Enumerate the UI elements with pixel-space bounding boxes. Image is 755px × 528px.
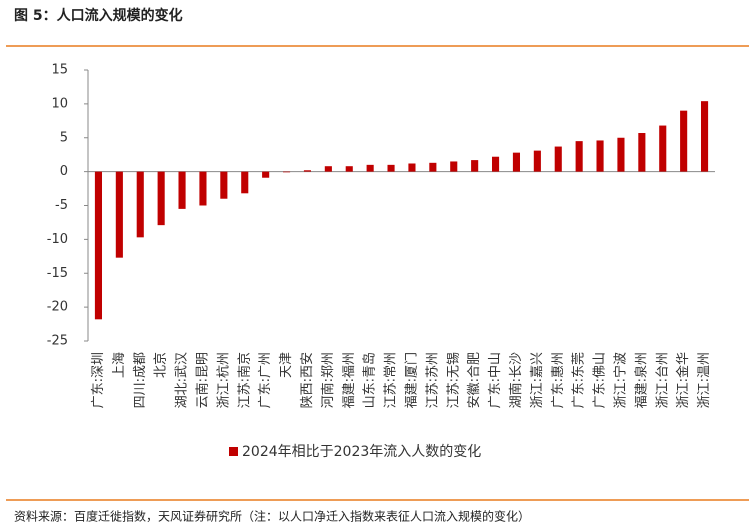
y-tick-label: 5	[60, 130, 68, 145]
x-tick-label: 上海	[112, 352, 127, 378]
x-tick-label: 河南:郑州	[320, 352, 336, 408]
x-tick-label: 湖南:长沙	[508, 352, 524, 408]
bar	[199, 171, 207, 206]
bar	[512, 152, 521, 172]
bar	[136, 171, 144, 238]
y-tick-label: -5	[55, 198, 68, 213]
bar	[554, 146, 562, 172]
legend-swatch	[229, 447, 238, 456]
x-tick-label: 广东:佛山	[593, 352, 608, 408]
x-tick-label: 浙江:台州	[655, 352, 670, 408]
x-tick-label: 福建:厦门	[404, 352, 419, 408]
bar	[282, 171, 291, 173]
bar	[596, 140, 604, 172]
bar	[303, 170, 312, 172]
y-tick-label: -10	[47, 232, 68, 247]
bar	[241, 171, 249, 194]
legend-label: 2024年相比于2023年流入人数的变化	[242, 444, 481, 460]
bar	[638, 133, 646, 172]
x-tick-label: 山东:青岛	[362, 352, 378, 408]
x-tick-label: 江苏:苏州	[424, 352, 440, 408]
x-tick-label: 浙江:金华	[675, 352, 691, 408]
bar	[324, 166, 332, 172]
x-tick-label: 浙江:宁波	[612, 352, 628, 408]
bar	[220, 171, 228, 199]
x-tick-label: 安徽:合肥	[467, 352, 482, 408]
bar	[178, 171, 186, 209]
x-tick-label: 广东:深圳	[91, 352, 106, 408]
x-tick-label: 浙江:嘉兴	[530, 352, 545, 408]
x-tick-label: 天津	[279, 352, 294, 378]
y-tick-label: -20	[47, 300, 68, 315]
x-tick-label: 江苏:常州	[383, 352, 399, 408]
y-tick-label: -15	[47, 266, 68, 281]
x-tick-label: 福建:泉州	[633, 352, 649, 408]
bar	[262, 171, 270, 178]
bar	[680, 110, 688, 172]
bar	[429, 162, 437, 172]
x-tick-label: 湖北:武汉	[175, 352, 190, 408]
x-tick-label: 云南:昆明	[194, 352, 210, 408]
x-tick-label: 江苏:无锡	[445, 352, 461, 408]
bar	[94, 171, 103, 320]
y-tick-label: 0	[60, 164, 68, 179]
bar	[700, 101, 709, 172]
x-tick-label: 广东:广州	[258, 352, 273, 408]
bar	[659, 125, 667, 172]
bar	[471, 160, 479, 172]
bar	[408, 163, 416, 172]
x-tick-label: 福建:福州	[342, 352, 357, 408]
x-tick-label: 陕西:西安	[300, 352, 315, 408]
x-tick-label: 北京	[154, 352, 169, 378]
chart-title: 图 5：人口流入规模的变化	[14, 7, 183, 24]
bar	[345, 166, 353, 172]
bar	[575, 141, 583, 172]
x-tick-label: 江苏:南京	[236, 352, 252, 408]
x-tick-label: 广东:东莞	[572, 352, 587, 408]
source-note: 资料来源：百度迁徙指数，天风证券研究所（注：以人口净迁入指数来表征人口流入规模的…	[14, 509, 530, 524]
x-tick-label: 浙江:温州	[697, 352, 712, 408]
bar	[617, 137, 625, 172]
bar	[387, 164, 395, 172]
x-tick-label: 广东:中山	[488, 352, 503, 408]
bar	[450, 161, 458, 172]
x-tick-label: 广东:惠州	[551, 352, 566, 408]
y-tick-label: -25	[47, 334, 68, 349]
bar	[366, 164, 374, 172]
y-tick-label: 10	[51, 96, 68, 111]
x-tick-label: 四川:成都	[133, 352, 148, 408]
bar	[491, 156, 500, 172]
bar	[533, 150, 541, 172]
bar	[157, 171, 165, 226]
bar	[115, 171, 123, 258]
x-tick-label: 浙江:杭州	[216, 352, 231, 408]
y-tick-label: 15	[51, 63, 68, 78]
